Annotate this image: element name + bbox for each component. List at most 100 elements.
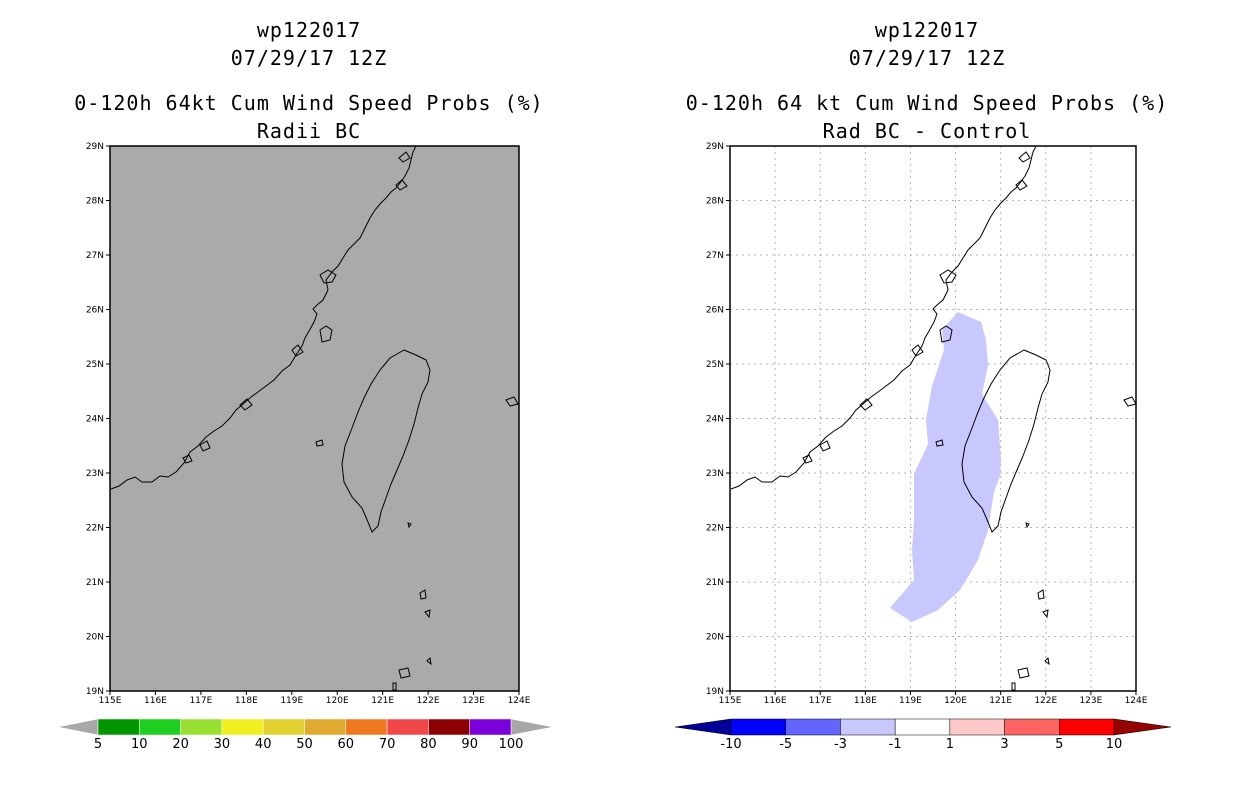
- lat-label: 19N: [86, 687, 104, 697]
- lat-label: 21N: [86, 578, 104, 588]
- lon-label: 119E: [899, 696, 922, 706]
- colorbar-label: 50: [296, 737, 313, 752]
- lon-label: 121E: [989, 696, 1012, 706]
- colorbar-swatch: [785, 718, 841, 736]
- right-panel: wp122017 07/29/17 12Z 0-120h 64 kt Cum W…: [618, 0, 1236, 800]
- left-panel: wp122017 07/29/17 12Z 0-120h 64kt Cum Wi…: [57, 18, 554, 752]
- lat-label: 25N: [86, 360, 104, 370]
- date-title: 07/29/17 12Z: [230, 46, 388, 70]
- colorbar-label: 5: [1055, 737, 1063, 752]
- lat-label: 24N: [706, 415, 724, 425]
- colorbar-label: -10: [720, 737, 741, 752]
- lon-label: 123E: [1079, 696, 1102, 706]
- product-title: 0-120h 64kt Cum Wind Speed Probs (%): [74, 91, 544, 115]
- colorbar-label: -3: [834, 737, 847, 752]
- lat-label: 25N: [706, 360, 724, 370]
- subtitle: Rad BC - Control: [822, 119, 1032, 143]
- lon-label: 124E: [1125, 696, 1148, 706]
- colorbar-swatch: [1004, 718, 1060, 736]
- lat-label: 27N: [706, 251, 724, 261]
- colorbar-label: 1: [946, 737, 954, 752]
- colorbar-swatch: [949, 718, 1005, 736]
- storm-id-title: wp122017: [874, 18, 980, 42]
- lon-label: 120E: [326, 696, 349, 706]
- lat-label: 22N: [706, 524, 724, 534]
- colorbar-label: 40: [255, 737, 272, 752]
- colorbar-label: 70: [379, 737, 396, 752]
- lon-label: 115E: [99, 696, 122, 706]
- colorbar-swatch: [221, 718, 264, 736]
- lat-label: 24N: [86, 415, 104, 425]
- colorbar-high-arrow: [1113, 718, 1172, 736]
- lat-label: 28N: [706, 197, 724, 207]
- lon-label: 120E: [944, 696, 967, 706]
- colorbar-label: 60: [338, 737, 355, 752]
- lat-label: 28N: [86, 197, 104, 207]
- lon-label: 117E: [809, 696, 832, 706]
- product-title: 0-120h 64 kt Cum Wind Speed Probs (%): [685, 91, 1169, 115]
- lat-label: 20N: [706, 633, 724, 643]
- lon-label: 118E: [235, 696, 258, 706]
- colorbar-label: 100: [499, 737, 524, 752]
- coastline: [730, 145, 1137, 691]
- colorbar-label: 30: [214, 737, 231, 752]
- colorbar-label: 5: [94, 737, 102, 752]
- lon-label: 122E: [417, 696, 440, 706]
- lat-label: 26N: [86, 306, 104, 316]
- colorbar-swatch: [894, 718, 951, 736]
- colorbar-swatch: [469, 718, 512, 736]
- gridlines: [730, 146, 1136, 691]
- colorbar-label: 10: [1106, 737, 1123, 752]
- lon-label: 115E: [719, 696, 742, 706]
- colorbar: 5 10 20 30 40 50 60 70 80 90 100: [57, 718, 554, 752]
- colorbar-swatch: [1059, 718, 1115, 736]
- colorbar-swatch: [840, 718, 896, 736]
- colorbar-swatch: [180, 718, 223, 736]
- lat-label: 27N: [86, 251, 104, 261]
- lat-label: 20N: [86, 633, 104, 643]
- colorbar-swatch: [428, 718, 470, 736]
- lat-label: 26N: [706, 306, 724, 316]
- lat-label: 29N: [706, 142, 724, 152]
- colorbar-swatch: [730, 718, 786, 736]
- lon-label: 116E: [764, 696, 787, 706]
- colorbar-label: 3: [1000, 737, 1008, 752]
- colorbar-label: 10: [131, 737, 148, 752]
- colorbar-swatch: [97, 718, 140, 736]
- colorbar-swatch: [262, 718, 305, 736]
- lon-label: 121E: [371, 696, 394, 706]
- lon-label: 123E: [462, 696, 485, 706]
- colorbar-high-arrow: [510, 718, 554, 736]
- lon-label: 118E: [854, 696, 877, 706]
- colorbar-label: 90: [461, 737, 478, 752]
- lon-label: 117E: [189, 696, 212, 706]
- lon-label: 116E: [144, 696, 167, 706]
- colorbar-low-arrow: [57, 718, 99, 736]
- lat-label: 19N: [706, 687, 724, 697]
- subtitle: Radii BC: [256, 119, 362, 143]
- lon-label: 124E: [508, 696, 531, 706]
- colorbar-label: 20: [172, 737, 189, 752]
- date-title: 07/29/17 12Z: [848, 46, 1006, 70]
- colorbar-low-arrow: [674, 718, 732, 736]
- lon-label: 119E: [280, 696, 303, 706]
- storm-id-title: wp122017: [256, 18, 362, 42]
- colorbar-swatch: [139, 718, 181, 736]
- lat-label: 23N: [706, 469, 724, 479]
- map-background: [110, 146, 519, 691]
- colorbar-swatch: [304, 718, 347, 736]
- colorbar-swatch: [345, 718, 388, 736]
- colorbar-label: -5: [779, 737, 792, 752]
- colorbar-label: 80: [420, 737, 437, 752]
- lat-label: 21N: [706, 578, 724, 588]
- lat-label: 29N: [86, 142, 104, 152]
- lon-label: 122E: [1034, 696, 1057, 706]
- probability-difference-region: [890, 312, 1001, 622]
- colorbar-label: -1: [889, 737, 902, 752]
- coastline: [110, 145, 519, 691]
- colorbar: -10 -5 -3 -1 1 3 5 10: [674, 718, 1172, 752]
